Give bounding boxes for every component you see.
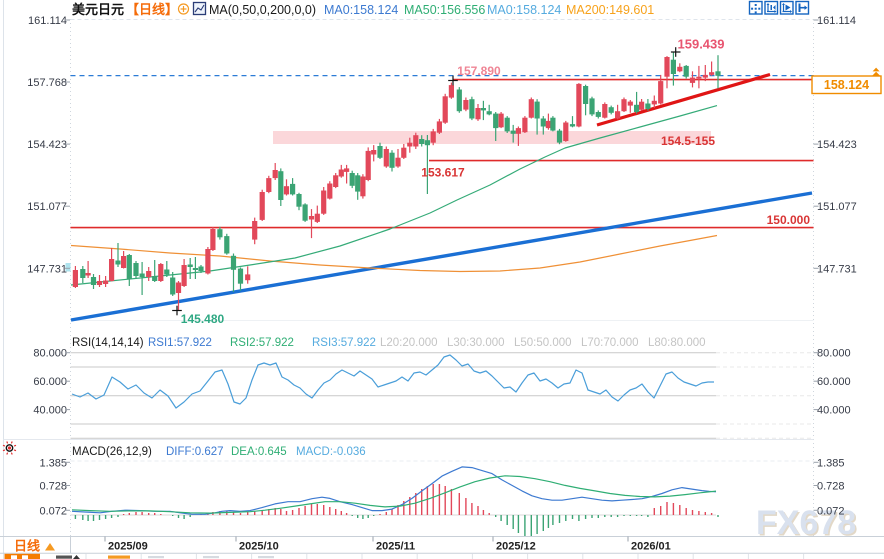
svg-text:DIFF:0.627: DIFF:0.627 (166, 446, 224, 458)
svg-text:L50:50.000: L50:50.000 (514, 337, 572, 349)
svg-text:MA200:149.601: MA200:149.601 (566, 3, 654, 17)
svg-text:0.072: 0.072 (39, 505, 67, 517)
svg-text:60.000: 60.000 (33, 376, 67, 388)
svg-text:MA0:158.124: MA0:158.124 (487, 3, 561, 17)
svg-text:2025/10: 2025/10 (239, 541, 279, 553)
svg-text:154.423: 154.423 (27, 139, 67, 151)
svg-text:MA0:158.124: MA0:158.124 (324, 3, 398, 17)
svg-text:RSI(14,14,14): RSI(14,14,14) (72, 337, 144, 349)
svg-text:MA50:156.556: MA50:156.556 (404, 3, 485, 17)
svg-text:158.124: 158.124 (824, 78, 869, 92)
svg-text:147.731: 147.731 (817, 263, 857, 275)
svg-text:147.731: 147.731 (27, 263, 67, 275)
svg-text:159.439: 159.439 (678, 37, 725, 52)
svg-text:40.000: 40.000 (33, 405, 67, 417)
svg-text:154.423: 154.423 (817, 139, 857, 151)
svg-text:L20:20.000: L20:20.000 (380, 337, 438, 349)
svg-text:154.5-155: 154.5-155 (661, 134, 715, 148)
svg-text:0.728: 0.728 (817, 481, 845, 493)
svg-text:150.000: 150.000 (767, 213, 811, 227)
svg-text:RSI3:57.922: RSI3:57.922 (312, 337, 376, 349)
svg-text:MACD:-0.036: MACD:-0.036 (296, 446, 366, 458)
svg-text:美元日元: 美元日元 (72, 2, 124, 17)
svg-text:MACD(26,12,9): MACD(26,12,9) (72, 446, 152, 458)
svg-text:FX678: FX678 (756, 504, 856, 542)
svg-text:2026/01: 2026/01 (631, 541, 671, 553)
svg-text:【日线】: 【日线】 (126, 2, 178, 17)
svg-text:80.000: 80.000 (817, 348, 851, 360)
svg-text:157.768: 157.768 (27, 77, 67, 89)
svg-text:151.077: 151.077 (27, 201, 67, 213)
svg-text:161.114: 161.114 (28, 15, 67, 27)
svg-text:RSI2:57.922: RSI2:57.922 (230, 337, 294, 349)
svg-text:2025/12: 2025/12 (496, 541, 536, 553)
svg-text:0.728: 0.728 (39, 481, 67, 493)
svg-text:L80:80.000: L80:80.000 (648, 337, 706, 349)
svg-text:145.480: 145.480 (181, 312, 225, 326)
svg-text:0.072: 0.072 (817, 505, 845, 517)
svg-text:151.077: 151.077 (817, 201, 857, 213)
svg-text:2025/11: 2025/11 (376, 541, 415, 553)
svg-text:L70:70.000: L70:70.000 (581, 337, 639, 349)
svg-text:MA(0,50,0,200,0,0): MA(0,50,0,200,0,0) (209, 3, 316, 17)
svg-text:60.000: 60.000 (817, 376, 851, 388)
svg-text:1.385: 1.385 (39, 457, 67, 469)
svg-text:日线: 日线 (14, 539, 40, 554)
svg-text:80.000: 80.000 (33, 348, 67, 360)
svg-text:153.617: 153.617 (421, 166, 465, 180)
svg-text:RSI1:57.922: RSI1:57.922 (148, 337, 212, 349)
svg-text:157.890: 157.890 (457, 64, 501, 78)
svg-text:40.000: 40.000 (817, 405, 851, 417)
svg-text:FX678: FX678 (758, 506, 858, 544)
svg-text:161.114: 161.114 (817, 15, 856, 27)
svg-text:1.385: 1.385 (817, 457, 845, 469)
svg-text:DEA:0.645: DEA:0.645 (231, 446, 287, 458)
svg-text:2025/09: 2025/09 (108, 541, 148, 553)
svg-text:L30:30.000: L30:30.000 (447, 337, 505, 349)
